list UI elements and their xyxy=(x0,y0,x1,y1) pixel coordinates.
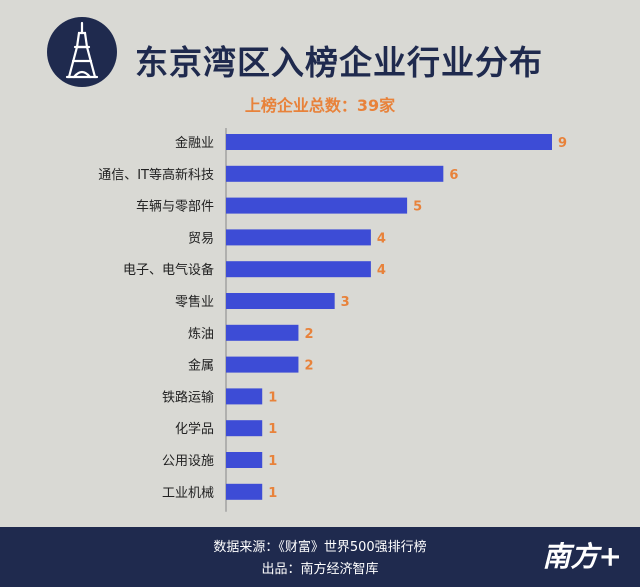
logo xyxy=(47,17,117,87)
category-label: 工业机械 xyxy=(162,486,214,501)
bar xyxy=(226,324,299,341)
data-label: 1 xyxy=(268,454,277,469)
category-label: 通信、IT等高新科技 xyxy=(98,167,214,183)
bar xyxy=(226,229,371,246)
data-label: 1 xyxy=(268,422,277,437)
category-label: 公用设施 xyxy=(162,454,214,469)
category-label: 炼油 xyxy=(188,327,214,342)
chart-title: 东京湾区入榜企业行业分布 xyxy=(135,43,543,82)
data-label: 4 xyxy=(377,231,386,246)
category-label: 电子、电气设备 xyxy=(123,262,214,278)
category-label: 金属 xyxy=(188,358,214,374)
bar xyxy=(226,420,263,437)
bar xyxy=(226,261,371,278)
bar xyxy=(226,483,263,500)
source-text: 数据来源：《财富》世界500强排行榜 xyxy=(213,540,427,555)
data-label: 1 xyxy=(268,486,277,501)
footer: 数据来源：《财富》世界500强排行榜 出品：南方经济智库 南方+ xyxy=(0,527,640,587)
tokyo-tower-icon xyxy=(65,21,99,79)
producer-text: 出品：南方经济智库 xyxy=(261,562,379,577)
data-label: 5 xyxy=(413,200,422,215)
bar xyxy=(226,197,408,214)
category-label: 化学品 xyxy=(175,421,214,437)
category-label: 零售业 xyxy=(175,294,214,310)
bar xyxy=(226,134,552,150)
bar-chart: 金融业 9 通信、IT等高新科技 6 车辆与零部件 5 贸易 4 电子、电气设备 4 零售业 3 炼油 2… xyxy=(98,128,567,512)
category-label: 铁路运输 xyxy=(162,389,214,405)
data-label: 1 xyxy=(268,390,277,405)
data-label: 6 xyxy=(449,168,458,183)
data-label: 3 xyxy=(341,295,350,310)
category-label: 金融业 xyxy=(175,135,214,151)
bar xyxy=(226,356,299,373)
bar xyxy=(226,388,263,405)
bar xyxy=(226,165,444,182)
bar xyxy=(226,293,335,309)
bar xyxy=(226,452,263,468)
data-label: 2 xyxy=(304,359,313,374)
chart-subtitle: 上榜企业总数：39家 xyxy=(244,96,396,115)
category-label: 贸易 xyxy=(188,231,214,246)
header: 东京湾区入榜企业行业分布 xyxy=(0,0,640,95)
watermark-logo: 南方+ xyxy=(542,540,622,573)
data-label: 4 xyxy=(377,263,386,278)
category-label: 车辆与零部件 xyxy=(136,199,214,215)
data-label: 9 xyxy=(558,136,567,151)
data-label: 2 xyxy=(304,327,313,342)
